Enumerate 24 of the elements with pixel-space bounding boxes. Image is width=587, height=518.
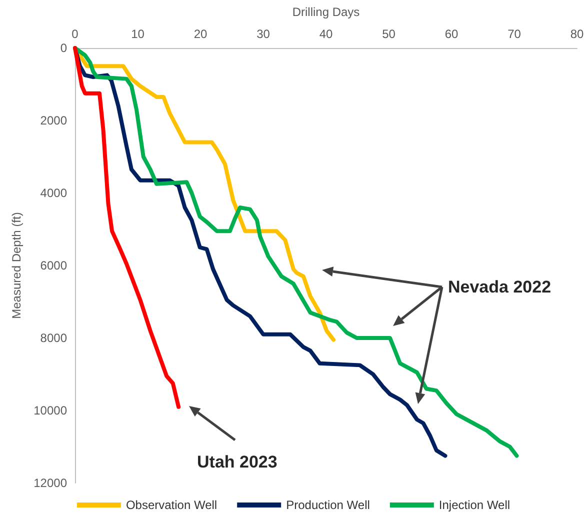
y-tick-label: 4000 xyxy=(40,186,68,200)
legend-label: Injection Well xyxy=(438,498,510,512)
x-tick-label: 80 xyxy=(570,27,584,41)
y-tick-label: 8000 xyxy=(40,331,68,345)
x-tick-label: 10 xyxy=(131,27,145,41)
y-tick-label: 0 xyxy=(60,41,68,55)
x-tick-label: 60 xyxy=(444,27,458,41)
x-axis-title: Drilling Days xyxy=(292,5,360,19)
y-axis-title: Measured Depth (ft) xyxy=(10,212,24,319)
y-tick-label: 6000 xyxy=(40,258,68,272)
y-tick-label: 10000 xyxy=(34,404,68,418)
annotation: Nevada 2022 xyxy=(448,278,552,296)
annotation: Utah 2023 xyxy=(197,452,278,472)
x-tick-label: 40 xyxy=(319,27,333,41)
x-tick-label: 20 xyxy=(194,27,208,41)
x-tick-label: 30 xyxy=(256,27,270,41)
legend-label: Production Well xyxy=(286,498,370,512)
x-tick-label: 0 xyxy=(72,27,79,41)
x-tick-label: 70 xyxy=(508,27,522,41)
x-tick-label: 50 xyxy=(382,27,396,41)
y-tick-label: 2000 xyxy=(40,114,68,128)
y-tick-label: 12000 xyxy=(34,476,68,490)
legend-label: Observation Well xyxy=(126,498,218,512)
line-series xyxy=(73,46,181,409)
